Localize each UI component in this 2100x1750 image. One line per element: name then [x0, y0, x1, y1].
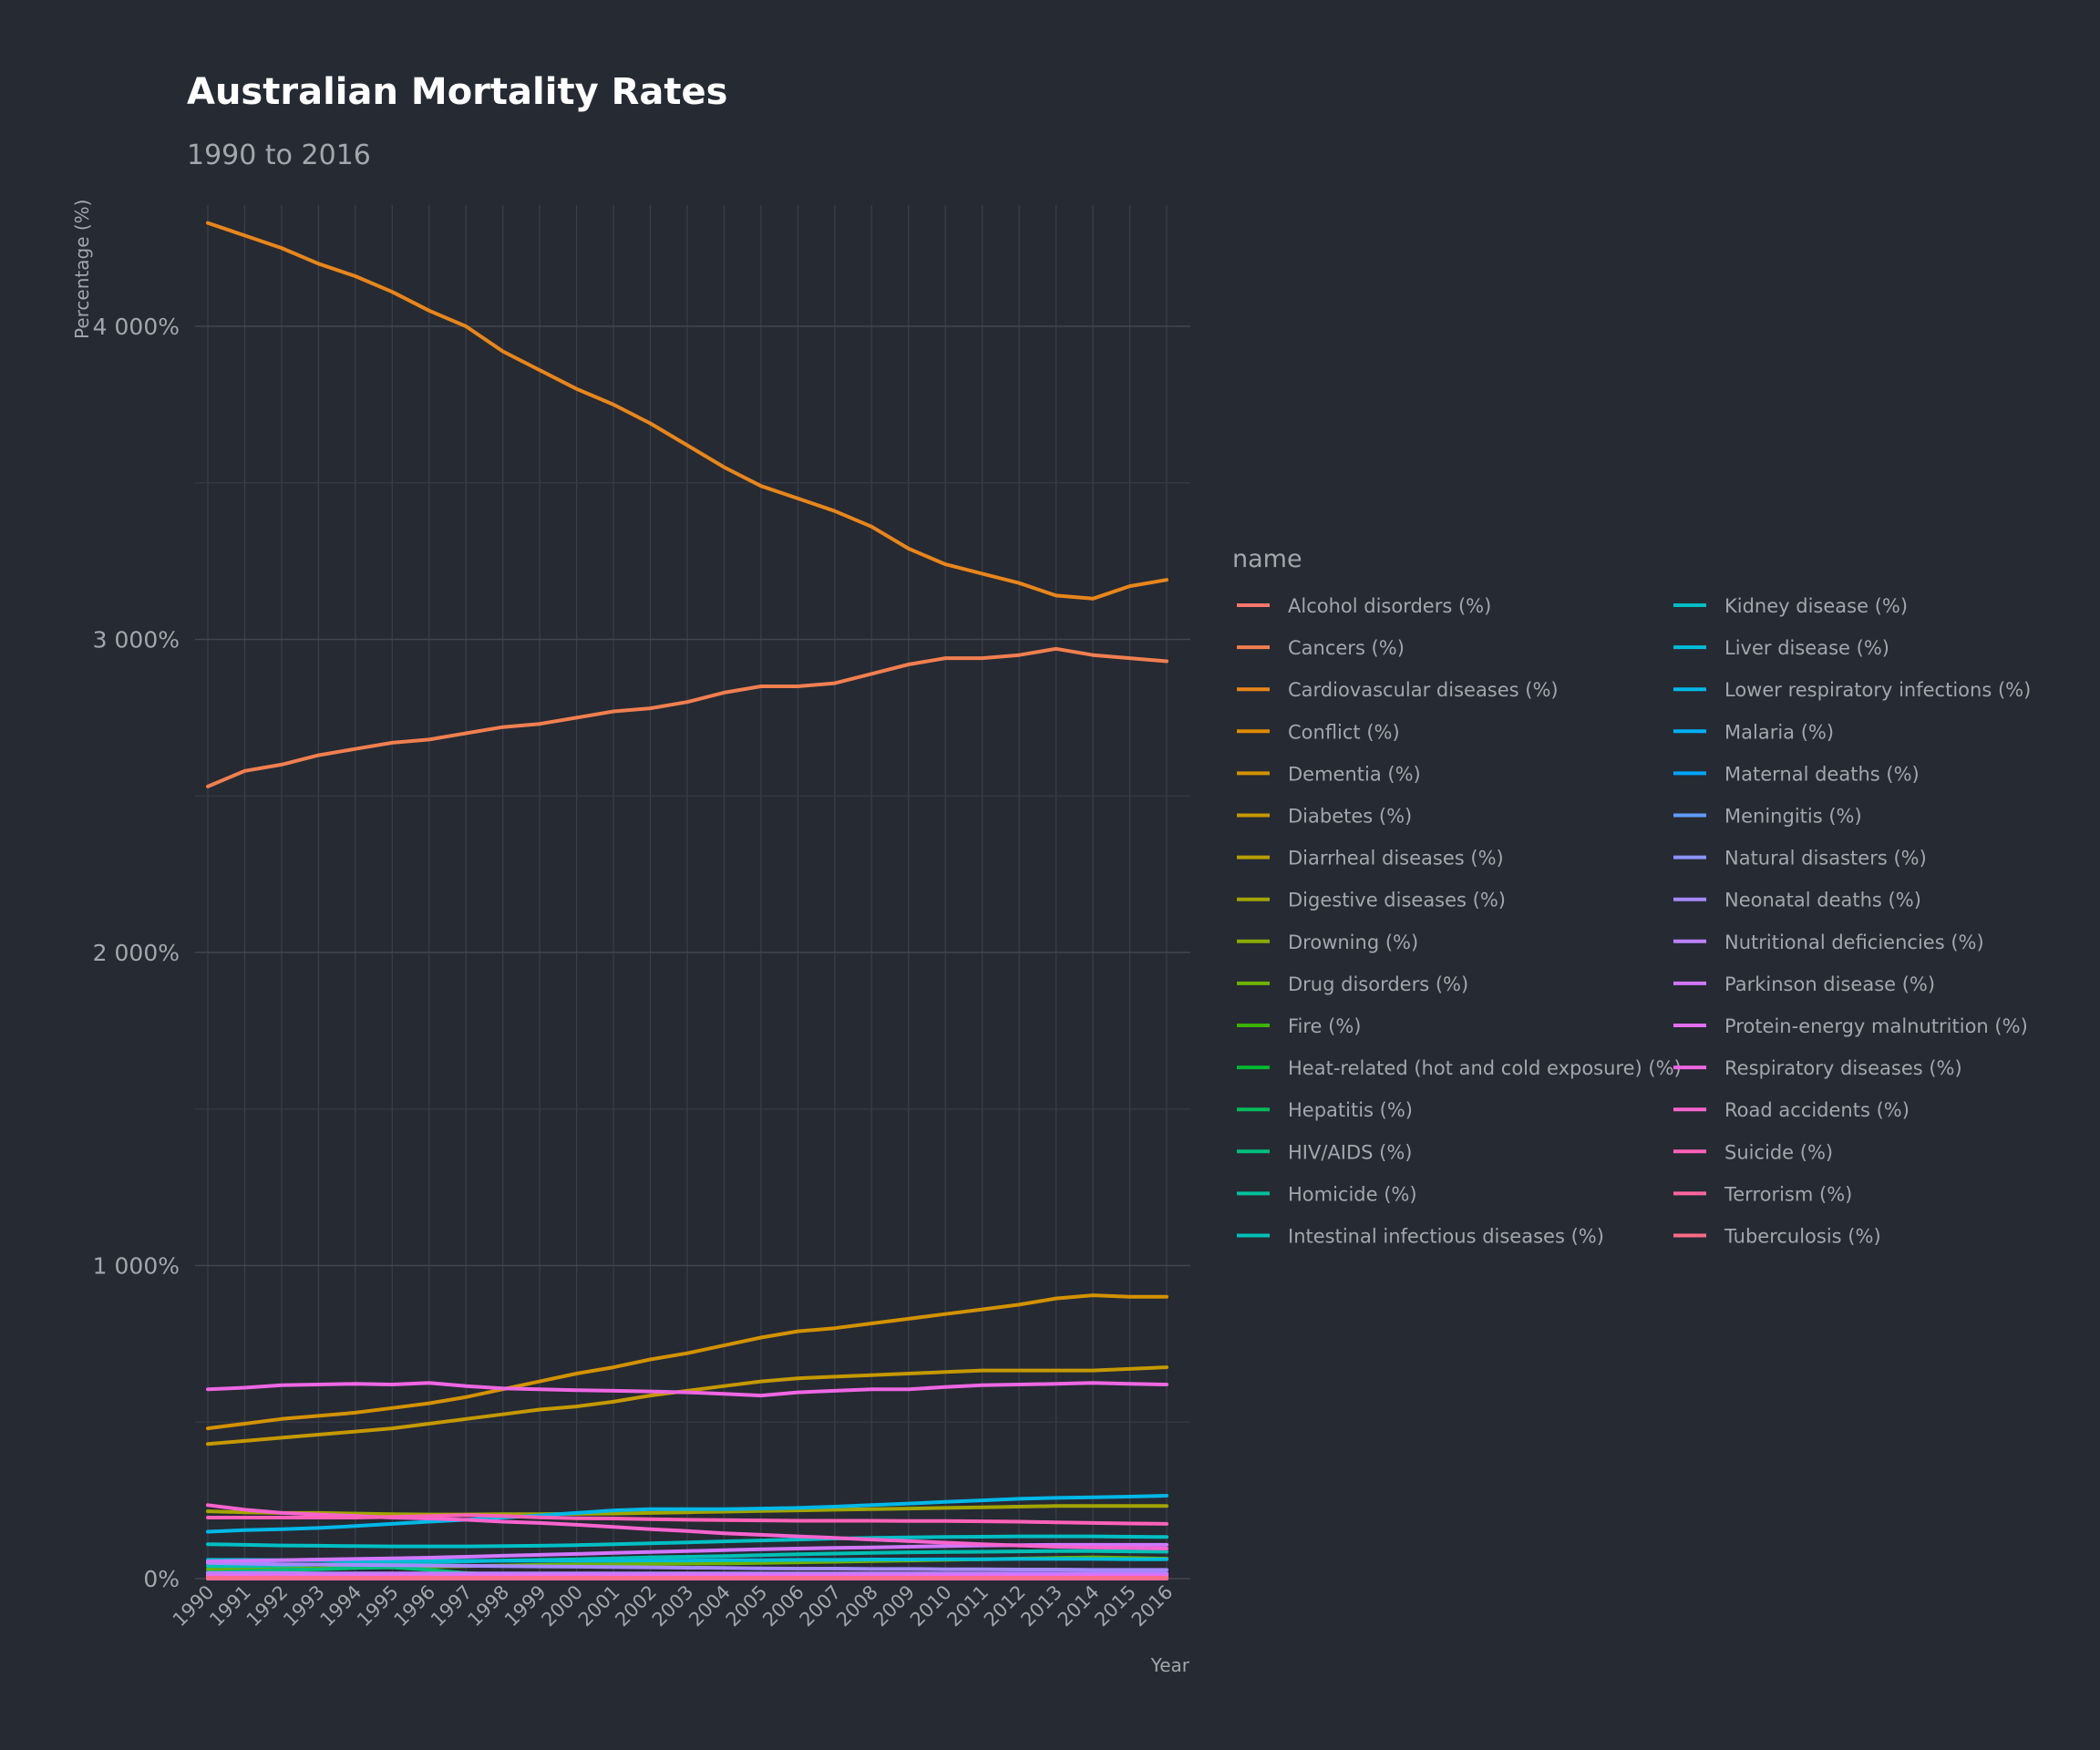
legend-label: HIV/AIDS (%) — [1288, 1141, 1413, 1163]
legend-label: Homicide (%) — [1288, 1183, 1417, 1205]
x-tick-label: 2006 — [758, 1581, 808, 1632]
legend-label: Kidney disease (%) — [1724, 595, 1908, 617]
x-tick-label: 2009 — [870, 1581, 920, 1632]
x-tick-label: 1995 — [353, 1581, 403, 1632]
x-tick-label: 1992 — [242, 1581, 293, 1632]
series-line — [206, 221, 1168, 601]
x-tick-label: 2011 — [942, 1581, 993, 1632]
x-tick-label: 1999 — [500, 1581, 551, 1632]
legend-label: Suicide (%) — [1724, 1141, 1833, 1163]
legend-label: Fire (%) — [1288, 1015, 1362, 1037]
legend-label: Diabetes (%) — [1288, 806, 1412, 828]
legend-label: Drowning (%) — [1288, 932, 1418, 953]
legend-label: Road accidents (%) — [1724, 1099, 1910, 1121]
x-tick-label: 2002 — [611, 1581, 661, 1632]
legend-label: Diarrheal diseases (%) — [1288, 848, 1504, 870]
x-tick-label: 1998 — [463, 1581, 513, 1632]
x-tick-label: 2005 — [722, 1581, 772, 1632]
x-tick-label: 2012 — [980, 1581, 1030, 1632]
x-tick-label: 2008 — [832, 1581, 882, 1632]
chart-subtitle: 1990 to 2016 — [187, 139, 371, 171]
legend: name Alcohol disorders (%) Cancers (%) Car… — [1232, 545, 2031, 1248]
legend-label: Cardiovascular diseases (%) — [1288, 679, 1559, 701]
x-tick-label: 2004 — [685, 1581, 735, 1632]
legend-label: Conflict (%) — [1288, 721, 1400, 743]
x-tick-label: 2016 — [1127, 1581, 1178, 1632]
legend-label: Maternal deaths (%) — [1724, 763, 1920, 785]
legend-label: Drug disorders (%) — [1288, 973, 1468, 995]
series-line — [206, 1381, 1168, 1398]
legend-label: Parkinson disease (%) — [1724, 973, 1935, 995]
y-tick-label: 4 000% — [93, 314, 180, 340]
series-line — [206, 1494, 1168, 1534]
series-line — [206, 1293, 1168, 1431]
legend-label: Alcohol disorders (%) — [1288, 595, 1491, 617]
x-tick-label: 1997 — [427, 1581, 477, 1632]
series-line — [206, 1534, 1168, 1549]
x-tick-label: 1996 — [390, 1581, 440, 1632]
legend-label: Hepatitis (%) — [1288, 1099, 1413, 1121]
x-tick-label: 2013 — [1016, 1581, 1066, 1632]
chart-title: Australian Mortality Rates — [187, 71, 727, 113]
legend-label: Liver disease (%) — [1724, 637, 1889, 659]
series-line — [206, 1513, 1168, 1526]
legend-title: name — [1232, 545, 1302, 573]
x-tick-label: 2001 — [574, 1581, 624, 1632]
legend-label: Intestinal infectious diseases (%) — [1288, 1226, 1604, 1248]
legend-label: Digestive diseases (%) — [1288, 890, 1506, 911]
x-axis-ticks: 1990199119921993199419951996199719981999… — [169, 1581, 1178, 1632]
legend-label: Respiratory diseases (%) — [1724, 1057, 1962, 1079]
plot-grid — [195, 205, 1190, 1580]
y-axis-ticks: 0% 1 000% 2 000% 3 000% 4 000% — [93, 314, 180, 1592]
x-tick-label: 1993 — [279, 1581, 329, 1632]
legend-label: Nutritional deficiencies (%) — [1724, 932, 1984, 953]
legend-label: Malaria (%) — [1724, 721, 1834, 743]
legend-label: Natural disasters (%) — [1724, 848, 1927, 870]
legend-label: Lower respiratory infections (%) — [1724, 679, 2031, 701]
x-tick-label: 2015 — [1090, 1581, 1140, 1632]
legend-label: Terrorism (%) — [1724, 1183, 1852, 1205]
x-axis-title: Year — [1150, 1654, 1190, 1676]
x-tick-label: 2003 — [648, 1581, 698, 1632]
legend-label: Tuberculosis (%) — [1724, 1226, 1881, 1248]
y-tick-label: 3 000% — [93, 627, 180, 654]
legend-label: Protein-energy malnutrition (%) — [1724, 1015, 2028, 1037]
plot-series — [206, 221, 1168, 1580]
x-tick-label: 2007 — [796, 1581, 846, 1632]
x-tick-label: 1991 — [205, 1581, 255, 1632]
y-tick-label: 0% — [143, 1566, 180, 1592]
legend-label: Cancers (%) — [1288, 637, 1405, 659]
x-tick-label: 2014 — [1054, 1581, 1104, 1632]
series-line — [206, 646, 1168, 788]
x-tick-label: 2000 — [537, 1581, 587, 1632]
y-axis-title: Percentage (%) — [71, 200, 93, 339]
y-tick-label: 1 000% — [93, 1253, 180, 1280]
x-tick-label: 2010 — [906, 1581, 956, 1632]
x-tick-label: 1994 — [316, 1581, 366, 1632]
legend-label: Heat-related (hot and cold exposure) (%) — [1288, 1057, 1682, 1079]
series-line — [206, 1560, 1168, 1572]
legend-label: Dementia (%) — [1288, 763, 1421, 785]
legend-label: Meningitis (%) — [1724, 806, 1862, 828]
y-tick-label: 2 000% — [93, 940, 180, 966]
legend-label: Neonatal deaths (%) — [1724, 890, 1921, 911]
series-line — [206, 1504, 1168, 1517]
